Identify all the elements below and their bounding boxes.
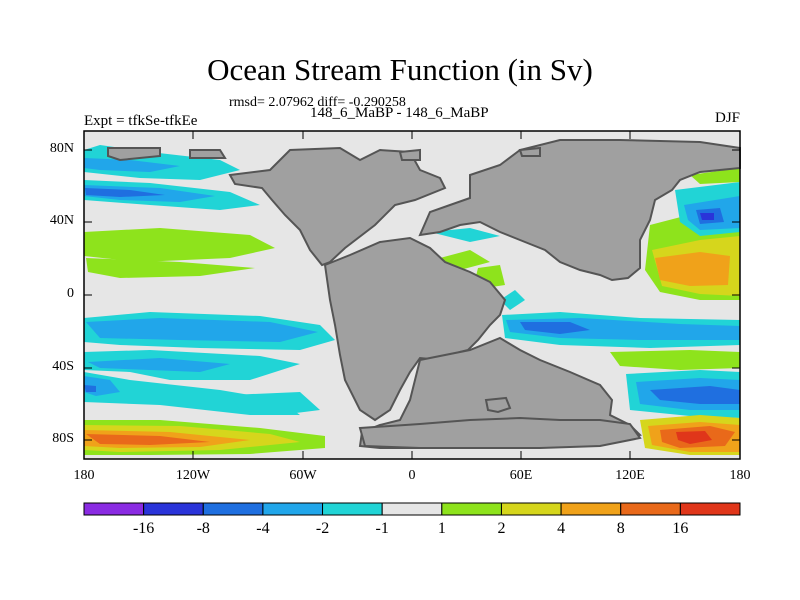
colorbar-tick-label: 2	[497, 520, 506, 537]
colorbar	[83, 502, 741, 516]
colorbar-tick-label: 4	[557, 520, 566, 537]
colorbar-tick-label: -4	[256, 520, 270, 537]
x-tick-label: 180	[729, 468, 751, 483]
contour-region	[86, 434, 210, 445]
land-mass	[484, 396, 512, 414]
colorbar-swatch	[560, 502, 622, 516]
y-tick-label: 80S	[52, 431, 74, 446]
colorbar-swatch	[143, 502, 204, 516]
contour-region	[88, 358, 230, 372]
contour-region	[650, 386, 740, 404]
colorbar-swatch	[202, 502, 264, 516]
contour-region	[86, 258, 255, 278]
page-title: Ocean Stream Function (in Sv)	[207, 52, 593, 87]
land-mass	[418, 139, 741, 282]
contour-fields	[84, 145, 740, 455]
colorbar-tick-label: -2	[315, 520, 330, 537]
land-mass	[189, 149, 227, 159]
colorbar-tick-label: 1	[437, 520, 446, 537]
colorbar-swatch	[322, 502, 383, 516]
y-tick-label: 0	[67, 286, 74, 301]
x-tick-label: 180	[73, 468, 95, 483]
x-tick-label: 120E	[615, 468, 645, 483]
colorbar-swatch	[83, 502, 145, 516]
colorbar-tick-label: -8	[196, 520, 210, 537]
contour-region	[690, 168, 740, 184]
colorbar-swatch	[500, 502, 562, 516]
contour-region	[85, 188, 165, 197]
y-tick-label: 40S	[52, 359, 74, 374]
y-tick-label: 80N	[49, 141, 74, 156]
y-tick-label: 40N	[49, 213, 74, 228]
colorbar-swatch	[620, 502, 681, 516]
contour-region	[84, 228, 275, 262]
contour-region	[84, 385, 96, 392]
x-tick-label: 60W	[289, 468, 317, 483]
contour-region	[676, 431, 712, 444]
colorbar-tick-label: 16	[672, 520, 689, 537]
contour-region	[84, 158, 180, 172]
land-mass	[358, 416, 642, 449]
colorbar-tick-label: -16	[132, 520, 155, 537]
x-tick-label: 0	[408, 468, 416, 483]
colorbar-tick-label: -1	[375, 520, 389, 537]
stats-label: rmsd= 2.07962 diff= -0.290258	[229, 95, 406, 110]
land-mass	[107, 147, 161, 162]
x-tick-label: 60E	[509, 468, 533, 483]
x-tick-label: 120W	[175, 468, 211, 483]
contour-region	[520, 322, 590, 334]
case-label: 148_6_MaBP - 148_6_MaBP	[310, 105, 489, 121]
contour-region	[86, 318, 318, 342]
contour-region	[430, 228, 500, 242]
contour-region	[610, 350, 740, 370]
colorbar-swatch	[441, 502, 502, 516]
colorbar-tick-label: 8	[616, 520, 625, 537]
contour-region	[230, 392, 320, 415]
experiment-label: Expt = tfkSe-tfkEe	[84, 113, 198, 129]
colorbar-swatch	[262, 502, 324, 516]
contour-region	[700, 213, 714, 220]
land-mass	[228, 146, 447, 267]
contour-region	[655, 252, 730, 286]
land-mass	[518, 146, 541, 157]
contour-region	[500, 290, 525, 310]
land-mass	[398, 148, 421, 161]
season-label: DJF	[714, 110, 740, 126]
colorbar-swatch	[381, 502, 443, 516]
colorbar-swatch	[679, 502, 741, 516]
